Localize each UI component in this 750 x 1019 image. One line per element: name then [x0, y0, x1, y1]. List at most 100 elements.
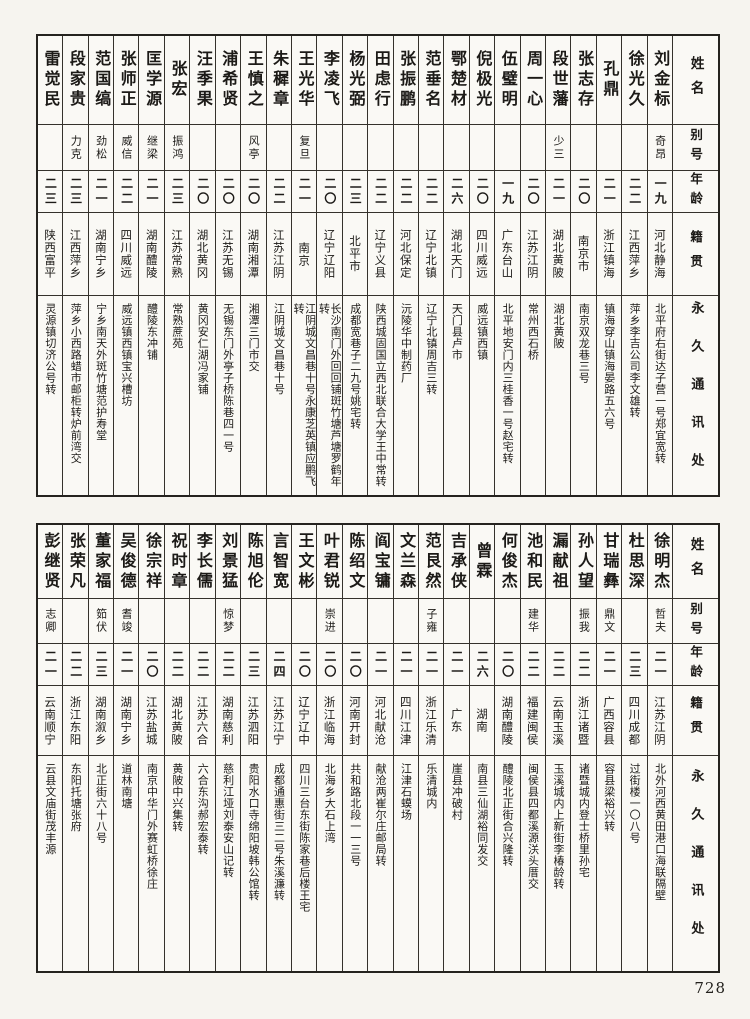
entry-native: 浙江东阳 — [63, 686, 88, 756]
entry-alias — [495, 599, 520, 644]
entry-alias — [241, 599, 266, 644]
entry-native: 河北献沧 — [368, 686, 393, 756]
entry-age: 二〇 — [469, 171, 495, 213]
entry-age: 二一 — [596, 644, 622, 686]
entry-alias: 耆竣 — [114, 599, 139, 644]
entry-address: 南京中华门外赛虹桥徐庄 — [139, 756, 163, 971]
entry-age: 二二 — [571, 644, 596, 686]
entry-address-text: 闽侯县四都溪源浂头厝交 — [526, 763, 540, 890]
entry-native-text: 江苏江宁 — [271, 695, 286, 746]
directory-entry: 祝时章 二二 湖北黄陂 黄陂中兴集转 — [163, 525, 190, 971]
entry-name: 伍璧明 — [495, 36, 520, 125]
entry-native: 四川成都 — [622, 686, 647, 756]
entry-native: 河北保定 — [393, 213, 418, 296]
entry-alias — [139, 599, 164, 644]
entry-address-text: 湘潭三门市交 — [247, 303, 261, 372]
column-label-address: 永久通讯处 — [673, 296, 718, 495]
entry-age: 一九 — [647, 171, 672, 213]
entry-name: 何俊杰 — [495, 525, 520, 599]
entry-address-text: 贵阳水口寺绵阳坡韩公馆转 — [247, 763, 261, 901]
directory-entry: 汪季果 二〇 湖北黄冈 黄冈安仁湖冯家铺 — [189, 36, 215, 495]
entry-address: 四川三台东街陈家巷后楼王宅 — [292, 756, 316, 971]
entry-alias-text: 鼎文 — [602, 608, 616, 634]
entry-alias — [291, 599, 317, 644]
entry-native-text: 南京 — [297, 241, 312, 267]
entry-address-text: 镇海穿山镇海晏路五六号 — [602, 303, 616, 430]
page-number: 728 — [694, 979, 726, 997]
entry-age-text: 二二 — [221, 649, 236, 680]
entry-address-text: 过街楼一〇八号 — [628, 763, 642, 844]
entry-age-text: 一九 — [500, 176, 515, 207]
entry-address-text: 江阴城文昌巷十号永康芝英镇应鹏飞转 — [292, 303, 317, 487]
entry-name: 甘瑞彝 — [596, 525, 622, 599]
entry-native: 辽宁义县 — [368, 213, 393, 296]
entry-age-text: 二〇 — [322, 649, 337, 680]
entry-age-text: 二〇 — [348, 649, 363, 680]
entry-age-text: 二三 — [348, 176, 363, 207]
directory-entry: 漏献祖 二二 云南玉溪 玉溪城内上新街李椿龄转 — [544, 525, 571, 971]
directory-entry: 杜思深 二三 四川成都 过街楼一〇八号 — [621, 525, 647, 971]
entry-address: 黄冈安仁湖冯家铺 — [190, 296, 214, 495]
entry-name-text: 甘瑞彝 — [600, 531, 620, 592]
entry-age-text: 二一 — [602, 176, 617, 207]
entry-address-text: 威远镇西镇宝兴槽坊 — [120, 303, 134, 407]
entry-age: 二二 — [418, 171, 444, 213]
column-label-alias: 别号 — [673, 125, 718, 171]
directory-entry: 叶君锐 崇进 二〇 浙江临海 北海乡大石上湾 — [316, 525, 342, 971]
entry-alias: 少三 — [545, 125, 571, 171]
entry-alias: 惊梦 — [215, 599, 241, 644]
entry-address-text: 六合东沟郝宏泰转 — [196, 763, 210, 855]
entry-native: 湖南 — [469, 686, 495, 756]
entry-alias — [190, 125, 215, 171]
entry-age-text: 二〇 — [475, 176, 490, 207]
entry-address-text: 乐清城内 — [424, 763, 438, 809]
entry-name-text: 徐宗祥 — [143, 531, 163, 592]
entry-alias — [266, 599, 291, 644]
entry-age: 二三 — [88, 644, 114, 686]
entry-age-text: 二〇 — [526, 176, 541, 207]
entry-age: 二二 — [190, 644, 215, 686]
entry-native-text: 湖北黄冈 — [195, 229, 210, 279]
entry-address: 过街楼一〇八号 — [622, 756, 646, 971]
header-column: 姓名 别号 年龄 籍贯 永久通讯处 — [672, 525, 718, 971]
entry-name: 汪季果 — [190, 36, 215, 125]
entry-name: 漏献祖 — [545, 525, 571, 599]
entry-address-text: 醴陵东冲铺 — [145, 303, 159, 361]
entry-native: 湖南醴陵 — [139, 213, 164, 296]
entry-name: 王慎之 — [241, 36, 266, 125]
entry-name: 周一心 — [520, 36, 545, 125]
directory-entry: 刘金标 奇昂 一九 河北静海 北平府右街达子营一号郑宜宽转 — [646, 36, 672, 495]
entry-age: 二二 — [114, 171, 139, 213]
entry-address: 湘潭三门市交 — [241, 296, 265, 495]
entry-age-text: 二六 — [449, 176, 464, 207]
entry-age-text: 二〇 — [322, 176, 337, 207]
entry-address-text: 南县三仙湖裕同发交 — [475, 763, 489, 867]
entry-name: 范国缟 — [88, 36, 114, 125]
entry-name: 李凌飞 — [317, 36, 342, 125]
entry-native-text: 四川成都 — [627, 695, 642, 746]
entry-address-text: 北海乡大石上湾 — [323, 763, 337, 844]
entry-name: 杜思深 — [622, 525, 647, 599]
entry-alias — [444, 125, 469, 171]
entry-alias-text: 崇进 — [323, 608, 337, 634]
entry-age: 二〇 — [571, 171, 596, 213]
entry-name-text: 王光华 — [295, 50, 315, 110]
entry-name-text: 李长儒 — [193, 531, 213, 592]
entry-age: 二一 — [37, 644, 63, 686]
entry-address-text: 常熟蔗苑 — [170, 303, 184, 349]
entry-native: 云南玉溪 — [545, 686, 571, 756]
entry-address: 宁乡南天外斑竹塘范护寿堂 — [89, 296, 113, 495]
entry-age: 二二 — [393, 171, 418, 213]
entry-age-text: 二一 — [551, 176, 566, 207]
entry-address: 常熟蔗苑 — [165, 296, 189, 495]
entry-alias: 振鸿 — [164, 125, 190, 171]
directory-entry: 言智宽 二四 江苏江宁 成都通惠街三二号朱溪濂转 — [265, 525, 291, 971]
entry-native: 江苏无锡 — [215, 213, 241, 296]
directory-entry: 张志存 二〇 南京市 南京双龙巷三号 — [570, 36, 596, 495]
entry-age: 二〇 — [139, 644, 164, 686]
entry-alias-text: 筎伏 — [94, 608, 108, 634]
entry-name-text: 张师正 — [117, 50, 137, 110]
entry-age-text: 二四 — [272, 649, 286, 680]
entry-address-text: 陕西城固国立西北联合大学王中常转 — [374, 303, 388, 487]
